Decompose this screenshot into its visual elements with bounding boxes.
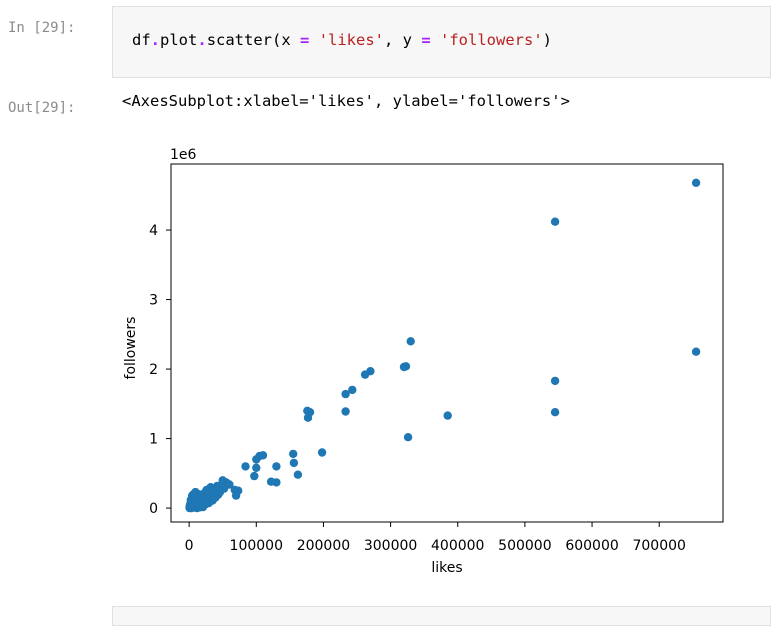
code-line: df.plot.scatter(x = 'likes', y = 'follow… (132, 31, 552, 49)
scatter-point (348, 385, 357, 395)
scatter-point (206, 483, 215, 492)
scatter-point (303, 406, 312, 415)
x-tick-label: 100000 (230, 538, 283, 554)
scatter-point (550, 408, 560, 417)
plot-area-frame (170, 163, 724, 523)
scatter-point (241, 462, 250, 471)
code-token-df: df (132, 31, 151, 49)
code-token-dot: . (150, 31, 161, 49)
scatter-point (250, 471, 259, 481)
x-tick-label: 500000 (498, 538, 551, 554)
x-tick-label: 300000 (364, 538, 417, 554)
scatter-point (403, 433, 413, 442)
code-token-plot: plot (160, 31, 198, 49)
scatter-point (266, 477, 276, 486)
scatter-point (360, 370, 370, 379)
x-tick-label: 400000 (431, 538, 484, 554)
code-token-dot: . (197, 31, 207, 49)
y-axis-offset-text: 1e6 (170, 147, 197, 163)
scatter-point (252, 455, 261, 464)
y-tick-label: 1 (149, 432, 158, 448)
scatter-point (289, 458, 299, 468)
x-axis: 0 100000 200000 300000 400000 500000 600000 700… (185, 522, 686, 554)
y-tick-label: 3 (149, 293, 158, 309)
code-cell-input[interactable]: df.plot.scatter(x = 'likes', y = 'follow… (112, 6, 771, 78)
scatter-point (341, 407, 350, 416)
y-axis: 0 1 2 3 4 (149, 223, 171, 517)
points-layer (185, 178, 701, 513)
code-token-string: 'likes' (309, 31, 385, 49)
scatter-point (218, 476, 227, 485)
x-axis-label: likes (431, 560, 462, 576)
input-prompt: In [29]: (8, 20, 76, 36)
scatter-point (691, 347, 701, 356)
scatter-point (289, 449, 298, 459)
scatter-point (188, 491, 197, 500)
output-repr-text: <AxesSubplot:xlabel='likes', ylabel='fol… (122, 92, 570, 110)
scatter-point (198, 502, 208, 512)
scatter-point (225, 480, 234, 489)
scatter-point (399, 362, 409, 372)
scatter-point (230, 485, 239, 495)
scatter-point (185, 503, 194, 513)
code-token-equals: = (421, 31, 431, 49)
y-axis-label: followers (123, 317, 139, 380)
y-tick-label: 2 (149, 362, 158, 378)
scatter-point (550, 217, 560, 226)
code-token-scatter: scatter(x (206, 31, 301, 49)
x-tick-label: 0 (185, 538, 194, 554)
scatter-point (303, 413, 313, 422)
scatter-point (293, 470, 303, 479)
next-code-cell[interactable] (112, 606, 771, 626)
code-token-comma: , y (384, 31, 422, 49)
code-token-string: 'followers' (430, 31, 543, 49)
y-tick-label: 4 (149, 223, 158, 239)
y-tick-label: 0 (149, 501, 158, 517)
scatter-point (406, 337, 415, 346)
x-tick-label: 600000 (565, 538, 618, 554)
scatter-point (341, 389, 350, 399)
scatter-point (443, 411, 452, 420)
scatter-point (252, 463, 261, 472)
scatter-point (272, 462, 281, 471)
x-tick-label: 700000 (632, 538, 685, 554)
output-prompt: Out[29]: (8, 100, 76, 116)
scatter-point (550, 376, 560, 386)
code-token-equals: = (300, 31, 310, 49)
scatter-point (317, 448, 327, 457)
x-tick-label: 200000 (297, 538, 350, 554)
scatter-point (691, 178, 701, 187)
code-token-close: ) (542, 31, 553, 49)
